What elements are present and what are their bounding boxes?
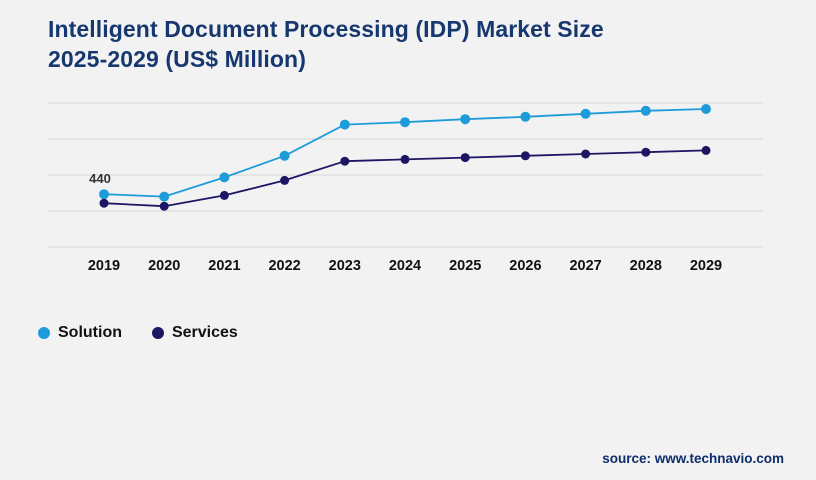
data-point-solution-2028 [640,105,651,116]
x-axis-label: 2023 [329,258,361,274]
data-point-services-2022 [280,175,290,185]
data-point-services-2023 [340,156,350,166]
source-attribution: source: www.technavio.com [602,451,784,466]
data-point-services-2019 [99,198,109,208]
chart-legend: Solution Services [38,324,238,342]
data-point-solution-2024 [400,117,410,128]
data-point-solution-2027 [580,108,591,119]
data-point-solution-2023 [339,119,350,130]
services-series-dot-icon [151,327,164,339]
data-point-solution-2021 [219,172,230,183]
page-title-line2: 2025-2029 (US$ Million) [48,46,306,73]
data-point-services-2029 [701,145,711,155]
legend-item-services[interactable]: Services [151,324,238,342]
page-title-line1: Intelligent Document Processing (IDP) Ma… [48,16,604,42]
data-point-services-2020 [159,201,169,211]
data-point-services-2028 [641,147,651,157]
data-point-solution-2020 [159,191,170,202]
x-axis-label: 2026 [509,258,541,274]
data-point-solution-2026 [520,111,531,122]
data-point-solution-2019 [99,189,109,200]
x-axis-label: 2022 [268,258,300,274]
x-axis-label: 2020 [148,258,180,274]
data-point-services-2027 [581,149,591,159]
data-point-services-2025 [460,153,470,163]
legend-item-solution[interactable]: Solution [38,324,122,342]
data-point-solution-2022 [279,150,290,161]
data-point-solution-2029 [701,104,711,114]
data-point-services-2021 [219,190,229,200]
data-point-solution-2025 [460,114,471,125]
x-axis-label: 2024 [389,258,421,274]
x-axis-label: 2027 [569,258,601,274]
data-point-services-2024 [400,154,410,164]
x-axis-label: 2021 [208,258,240,274]
data-label: 440 [89,171,111,186]
page-title: Intelligent Document Processing (IDP) Ma… [48,14,604,75]
x-axis-label: 2029 [690,258,722,274]
data-point-services-2026 [520,151,530,161]
legend-label-solution: Solution [58,324,122,341]
solution-series-dot-icon [38,327,50,339]
x-axis-label: 2025 [449,258,481,274]
x-axis-label: 2028 [630,258,662,274]
x-axis-label: 2019 [88,258,120,274]
legend-label-services: Services [171,324,238,341]
